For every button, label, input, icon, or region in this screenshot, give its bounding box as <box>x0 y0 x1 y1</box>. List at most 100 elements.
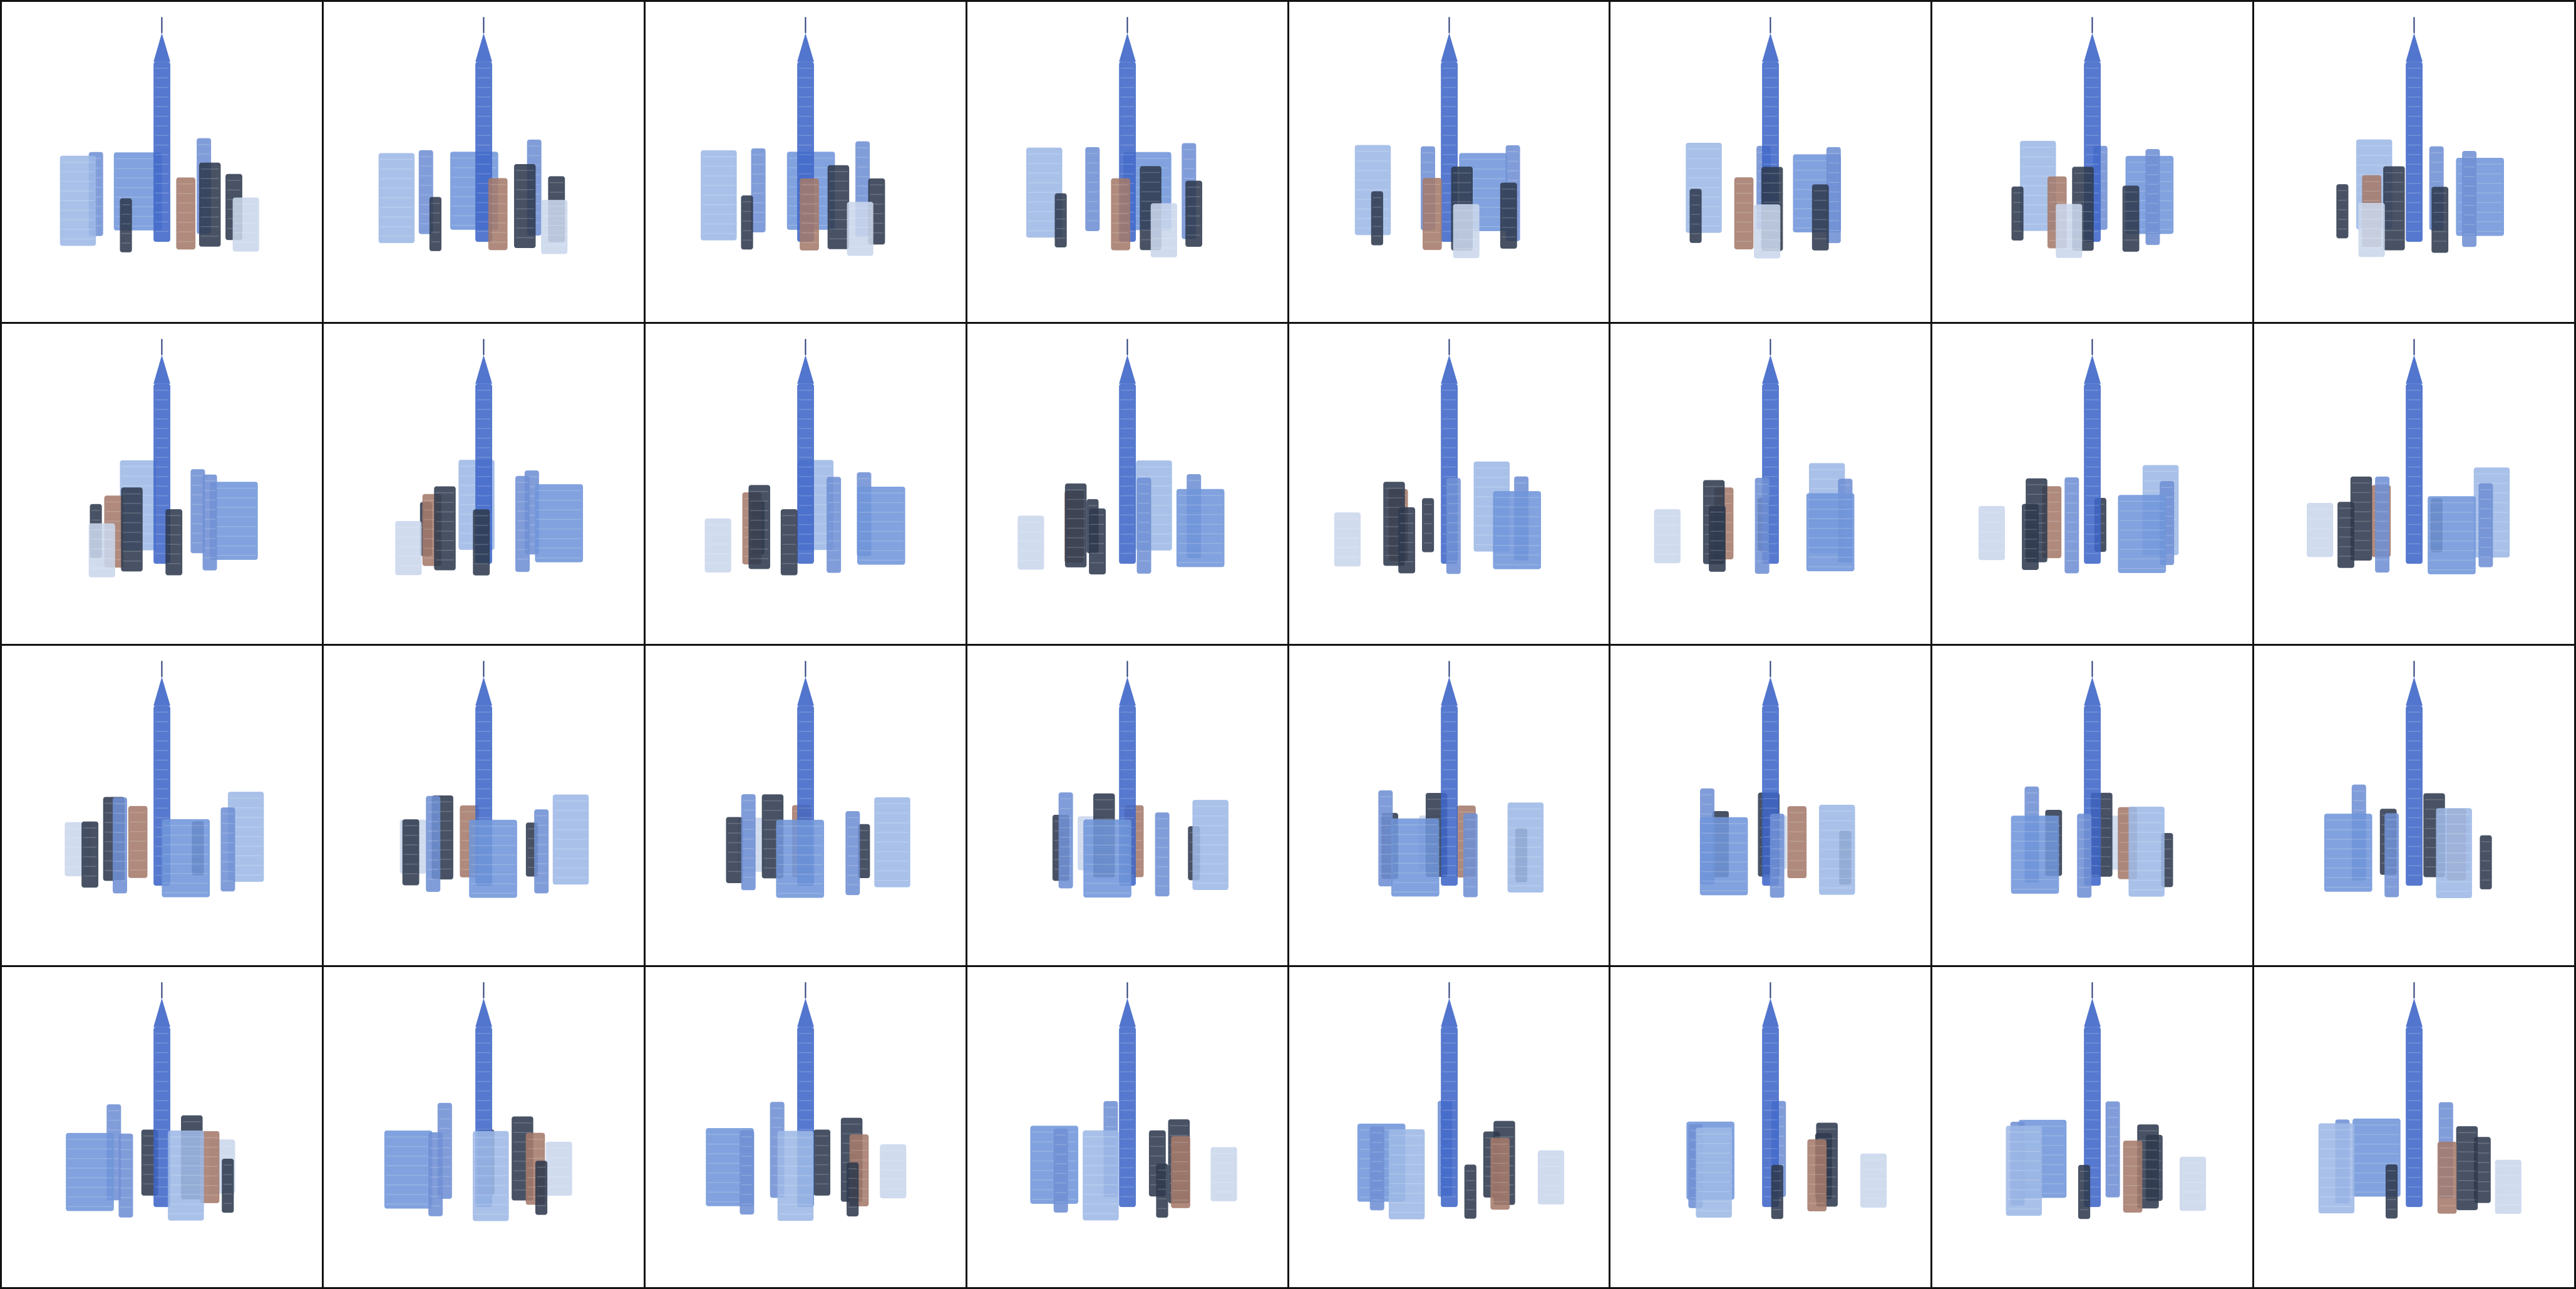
skyline-render <box>1378 660 1543 897</box>
copper-tower <box>128 805 148 878</box>
frame-7 <box>1932 2 2255 324</box>
dark-tower-c <box>2078 1165 2091 1219</box>
skyline-render <box>1017 339 1225 574</box>
glass-block <box>472 1131 509 1221</box>
glass-block <box>874 797 910 888</box>
pale-block <box>1150 203 1177 257</box>
big-block <box>1391 818 1440 896</box>
dark-tower-b <box>81 821 99 888</box>
glass-block <box>1819 804 1855 895</box>
frame-18 <box>323 645 646 968</box>
pale-block <box>1860 1154 1887 1208</box>
big-block <box>1083 819 1131 898</box>
skyline-render <box>378 17 568 254</box>
slim-tower <box>1084 147 1100 231</box>
frame-26 <box>323 967 646 1289</box>
dark-tower-b <box>1500 182 1517 249</box>
blue-tower <box>2064 477 2079 574</box>
frame-14 <box>1610 323 1933 646</box>
skyline-render <box>1026 17 1202 257</box>
slim-tower <box>1463 812 1478 897</box>
dark-tower-c <box>535 1161 547 1215</box>
dark-tower-c <box>846 1162 858 1217</box>
dark-tower-a <box>513 163 536 249</box>
blue-tower <box>2375 476 2390 572</box>
frame-10 <box>323 323 646 646</box>
big-block <box>66 1133 114 1211</box>
glass-block <box>1696 1127 1733 1218</box>
pale-block <box>1754 204 1781 259</box>
frame-20 <box>967 645 1289 968</box>
glass-block <box>1507 802 1543 893</box>
frame-12 <box>967 323 1289 646</box>
blue-tower <box>1826 147 1842 244</box>
pale-block <box>2180 1157 2207 1211</box>
dark-tower-c <box>2336 184 2349 239</box>
big-block <box>384 1131 433 1209</box>
slim-tower <box>190 468 205 553</box>
skyline-render <box>1357 982 1564 1219</box>
dark-tower-b <box>1812 184 1830 251</box>
frame-19 <box>645 645 967 968</box>
big-block <box>2428 496 2476 574</box>
big-block <box>2118 495 2166 573</box>
dark-tower-c <box>120 198 132 252</box>
pale-block <box>395 520 422 575</box>
skyline-render <box>726 660 910 898</box>
dark-tower-c <box>1156 1164 1168 1218</box>
skyline-render <box>384 982 572 1221</box>
copper-tower <box>1787 805 1807 878</box>
dark-tower-c <box>1464 1164 1476 1219</box>
glass-block <box>2006 1126 2043 1216</box>
frame-32 <box>2254 967 2576 1289</box>
skyline-render <box>1686 982 1887 1219</box>
dark-tower-c <box>1771 1165 1784 1219</box>
main-tower <box>153 982 170 1208</box>
dark-tower-b <box>2022 504 2039 570</box>
skyline-render <box>395 339 583 576</box>
slim-tower <box>428 1132 443 1217</box>
frame-21 <box>1289 645 1611 968</box>
pale-block <box>1979 505 2006 560</box>
dark-tower-a <box>2383 166 2405 251</box>
slim-tower <box>2077 813 2092 898</box>
dark-tower-c <box>429 197 441 251</box>
dark-tower-b <box>473 509 490 576</box>
skyline-render <box>704 339 905 576</box>
frame-22 <box>1610 645 1933 968</box>
pale-block <box>545 1142 572 1196</box>
skyline-render <box>2318 982 2522 1219</box>
skyline-render <box>1354 17 1520 259</box>
big-block <box>1492 490 1541 569</box>
blue-tower <box>426 795 441 892</box>
dark-tower-a <box>2456 1126 2478 1211</box>
dark-tower-b <box>813 1129 830 1196</box>
dark-tower-c <box>222 1159 234 1213</box>
frame-9 <box>2 323 324 646</box>
dark-tower-c <box>1689 189 1702 243</box>
dark-tower-c <box>857 824 870 878</box>
pale-block <box>541 200 568 254</box>
big-block <box>776 819 824 898</box>
slim-tower <box>1155 812 1170 896</box>
copper-tower <box>1807 1139 1827 1212</box>
dark-tower-b <box>2122 185 2140 252</box>
glass-block <box>1082 1130 1119 1221</box>
frame-29 <box>1289 967 1611 1289</box>
skyline-render <box>2011 17 2174 258</box>
skyline-render <box>1979 339 2179 574</box>
skyline-render <box>2011 660 2173 898</box>
dark-tower-a <box>748 485 770 569</box>
dark-tower-a <box>121 487 143 572</box>
slim-tower <box>845 810 860 895</box>
skyline-render <box>2336 17 2505 257</box>
glass-block <box>168 1131 204 1221</box>
skyline-render <box>2307 339 2510 574</box>
skyline-render <box>700 17 885 256</box>
frame-15 <box>1932 323 2255 646</box>
blue-tower <box>1378 790 1393 886</box>
main-tower <box>2406 339 2423 564</box>
big-block <box>1176 489 1225 567</box>
slim-tower <box>2478 483 2493 567</box>
